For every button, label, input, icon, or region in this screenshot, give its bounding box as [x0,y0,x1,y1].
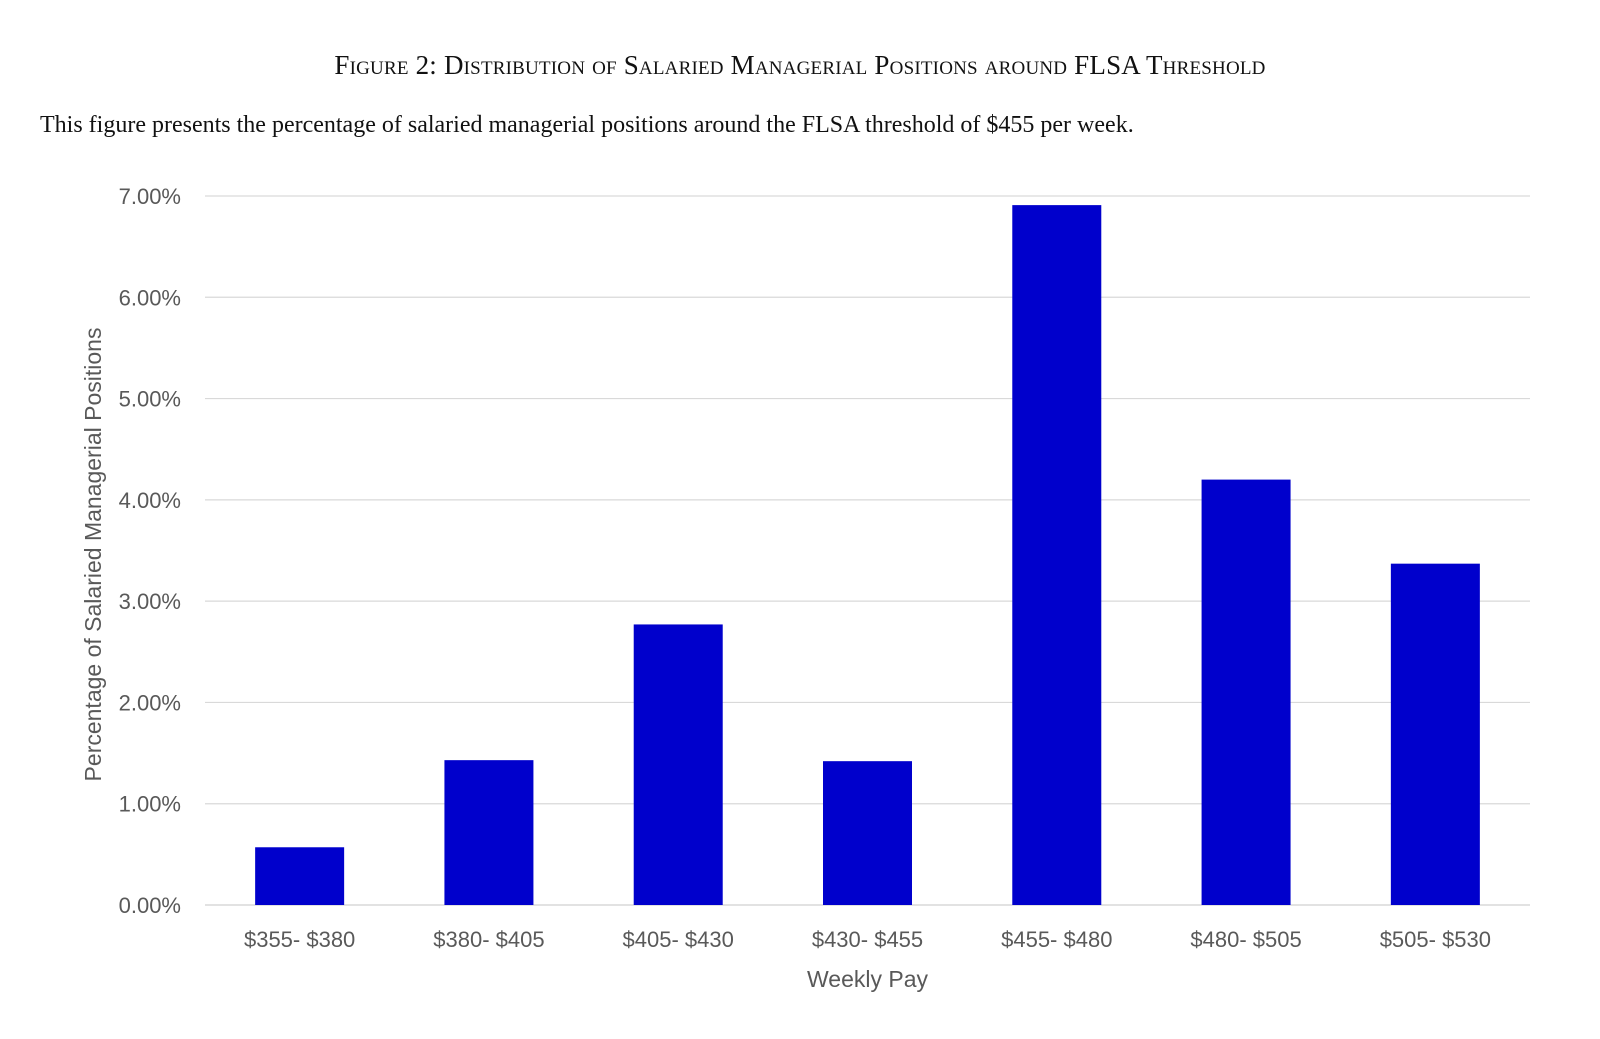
y-tick-label: 3.00% [119,589,181,614]
y-tick-label: 6.00% [119,285,181,310]
y-tick-label: 0.00% [119,893,181,918]
x-tick-label: $405- $430 [623,927,734,952]
bar [1012,205,1102,905]
x-tick-label: $480- $505 [1190,927,1301,952]
x-axis-title: Weekly Pay [807,966,929,992]
y-tick-label: 4.00% [119,488,181,513]
x-tick-label: $355- $380 [244,927,355,952]
y-axis-title: Percentage of Salaried Managerial Positi… [80,328,106,782]
x-tick-label: $455- $480 [1001,927,1112,952]
x-tick-label: $505- $530 [1380,927,1491,952]
y-axis-ticks: 0.00% 1.00% 2.00% 3.00% 4.00% 5.00% 6.00% 7.00% [119,184,181,918]
bar [255,847,345,905]
bar [633,624,723,905]
y-tick-label: 7.00% [119,184,181,209]
x-axis-ticks: $355- $380 $380- $405 $405- $430 $430- $455… [244,927,1491,952]
bar [1201,479,1291,905]
bar [823,761,912,905]
bar [1390,563,1480,905]
x-tick-label: $380- $405 [433,927,544,952]
figure-caption: This figure presents the percentage of s… [40,112,1134,138]
y-tick-label: 2.00% [119,690,181,715]
y-tick-label: 1.00% [119,792,181,817]
bar [444,760,534,905]
x-tick-label: $430- $455 [812,927,923,952]
figure-title: Figure 2: Distribution of Salaried Manag… [334,50,1266,80]
bars [255,205,1480,905]
gridlines [205,195,1530,906]
y-tick-label: 5.00% [119,387,181,412]
